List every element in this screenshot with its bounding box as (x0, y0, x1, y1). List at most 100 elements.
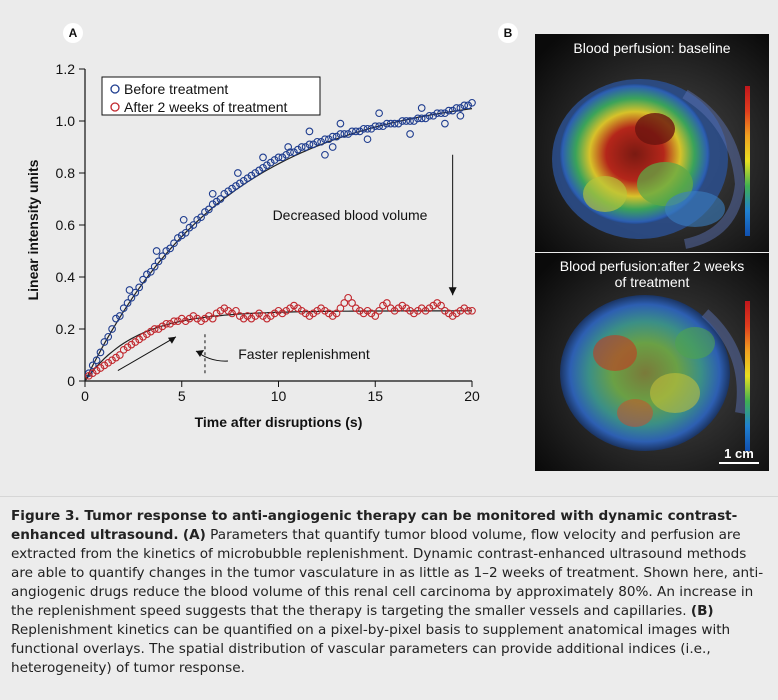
data-point-series-2 (119, 345, 128, 354)
y-tick-label: 0.8 (56, 165, 76, 181)
data-point-series-1 (301, 143, 310, 151)
x-axis-label: Time after disruptions (s) (195, 414, 363, 430)
data-point-series-2 (112, 353, 120, 362)
data-point-series-2 (321, 306, 329, 315)
data-point-series-2 (348, 299, 356, 307)
data-point-series-2 (255, 309, 263, 318)
treated-title-line2: of treatment (614, 274, 690, 290)
data-point-series-1 (410, 117, 418, 125)
data-point-series-2 (278, 309, 287, 318)
data-point-series-1 (286, 148, 294, 157)
scale-bar-label: 1 cm (724, 446, 754, 461)
data-point-series-1 (336, 119, 345, 128)
data-point-series-1 (321, 150, 329, 159)
data-point-series-1 (170, 239, 178, 248)
data-point-series-2 (100, 361, 109, 370)
data-point-series-2 (309, 309, 318, 318)
data-point-series-1 (344, 130, 353, 138)
data-point-series-2 (332, 309, 341, 318)
scale-bar: 1 cm (719, 446, 759, 464)
data-point-series-2 (448, 312, 457, 320)
data-point-series-2 (181, 317, 190, 326)
data-point-series-2 (92, 366, 101, 375)
data-point-series-1 (162, 247, 171, 255)
data-point-series-1 (456, 104, 465, 112)
data-point-series-1 (135, 283, 144, 292)
data-point-series-2 (402, 304, 411, 313)
data-point-series-1 (125, 286, 134, 294)
data-point-series-1 (166, 244, 174, 253)
data-point-series-2 (158, 322, 167, 331)
treated-title-line1: Blood perfusion:after 2 weeks (559, 258, 745, 274)
data-point-series-1 (92, 356, 101, 365)
data-point-series-1 (375, 109, 383, 118)
data-point-series-2 (193, 314, 202, 323)
data-point-series-1 (154, 257, 163, 266)
data-point-series-2 (189, 312, 198, 320)
treated-heatmap (535, 253, 769, 471)
data-point-series-2 (297, 306, 306, 315)
data-point-series-2 (208, 314, 217, 323)
data-point-series-1 (224, 187, 233, 196)
data-point-series-1 (317, 137, 325, 146)
baseline-title: Blood perfusion: baseline (573, 40, 731, 56)
data-point-series-2 (150, 325, 159, 333)
data-point-series-1 (363, 135, 372, 144)
data-point-series-2 (232, 306, 240, 315)
data-point-series-2 (185, 314, 194, 323)
data-point-series-2 (464, 306, 472, 315)
data-point-series-2 (108, 356, 116, 365)
caption-b-text: Replenishment kinetics can be quantified… (11, 622, 731, 676)
panel-a-label: A (63, 23, 83, 43)
data-point-series-1 (375, 122, 383, 131)
data-point-series-1 (181, 228, 190, 237)
data-point-series-1 (441, 109, 449, 118)
data-point-series-2 (344, 293, 353, 302)
data-point-series-1 (266, 158, 275, 167)
data-point-series-2 (135, 335, 144, 344)
y-axis-label: Linear intensity units (25, 159, 41, 300)
annotation-decreased-blood-volume: Decreased blood volume (273, 207, 428, 223)
data-point-series-1 (297, 143, 306, 151)
data-point-series-1 (468, 98, 476, 107)
data-point-series-2 (131, 338, 140, 346)
data-point-series-2 (294, 304, 302, 313)
data-point-series-1 (290, 148, 298, 157)
data-point-series-2 (317, 304, 325, 313)
data-point-series-1 (452, 104, 461, 112)
x-tick-label: 0 (81, 388, 89, 404)
data-point-series-2 (212, 309, 221, 318)
data-point-series-1 (85, 369, 93, 378)
data-point-series-2 (228, 309, 236, 318)
data-point-series-2 (328, 312, 337, 320)
color-scale-bar (745, 86, 750, 236)
data-point-series-2 (174, 317, 182, 326)
data-point-series-1 (313, 137, 322, 146)
data-point-series-1 (324, 135, 333, 144)
data-point-series-1 (413, 114, 422, 123)
data-point-series-1 (386, 119, 395, 128)
data-point-series-1 (402, 117, 411, 125)
data-point-series-1 (294, 145, 302, 154)
caption-a-tag: (A) (182, 527, 206, 543)
data-points (85, 98, 476, 380)
data-point-series-1 (179, 215, 188, 224)
annotation-faster-replenishment: Faster replenishment (238, 346, 370, 362)
data-point-series-1 (328, 143, 337, 151)
data-point-series-1 (228, 184, 236, 193)
data-point-series-1 (96, 348, 105, 357)
data-point-series-1 (112, 314, 120, 323)
data-point-series-2 (143, 330, 151, 339)
data-point-series-2 (371, 312, 380, 320)
data-point-series-1 (390, 119, 399, 128)
data-point-series-1 (371, 122, 380, 131)
x-tick-label: 5 (178, 388, 186, 404)
data-point-series-1 (139, 275, 147, 284)
data-point-series-2 (88, 369, 97, 378)
data-point-series-2 (104, 358, 113, 367)
data-point-series-1 (359, 124, 368, 133)
data-point-series-2 (398, 301, 407, 310)
data-point-series-1 (284, 143, 293, 151)
data-point-series-1 (383, 119, 391, 128)
perfusion-treated-image: Blood perfusion:after 2 weeks of treatme… (535, 253, 769, 471)
